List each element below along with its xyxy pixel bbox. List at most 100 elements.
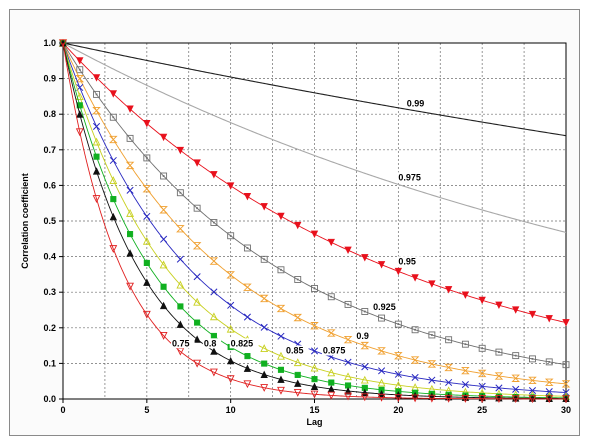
data-point (209, 312, 218, 321)
data-point (361, 363, 369, 371)
data-point (92, 74, 101, 82)
data-point (76, 66, 84, 74)
data-point (243, 193, 252, 201)
data-point (277, 366, 285, 373)
data-point-center (330, 295, 333, 298)
y-tick-label: 0.6 (43, 180, 56, 190)
data-point (394, 370, 402, 378)
data-point (394, 394, 403, 403)
data-point (76, 110, 84, 118)
data-point (293, 389, 302, 397)
curve-label-bg (284, 345, 309, 356)
data-point (277, 266, 285, 274)
data-point (343, 335, 353, 344)
data-point (478, 395, 487, 403)
data-point (311, 376, 318, 383)
data-point (378, 367, 386, 375)
series-0.875 (59, 39, 570, 397)
curve-label-bg (405, 98, 430, 109)
data-point (478, 296, 486, 305)
data-point (260, 370, 268, 379)
data-point (377, 261, 386, 269)
data-point (193, 273, 201, 281)
data-point (260, 344, 269, 353)
data-point (528, 310, 537, 319)
data-point (394, 320, 402, 328)
curve-label: 0.825 (231, 338, 254, 348)
data-point (126, 282, 134, 291)
data-point (562, 395, 570, 404)
curve-label: 0.8 (204, 338, 217, 348)
data-point-center (78, 68, 81, 71)
data-point-center (112, 116, 115, 119)
data-point (495, 301, 503, 310)
y-tick-label: 1.0 (43, 38, 56, 48)
data-point (160, 283, 167, 290)
data-point (277, 351, 285, 360)
data-point (126, 186, 134, 194)
data-point (327, 391, 336, 400)
data-point (243, 364, 252, 372)
curve-label: 0.875 (323, 345, 346, 355)
data-point (294, 221, 302, 230)
data-point-center (548, 360, 551, 363)
data-point (327, 293, 335, 301)
series-line (62, 42, 567, 233)
data-point (411, 326, 419, 334)
data-point (76, 102, 83, 109)
data-point (210, 288, 218, 296)
series-0.975 (62, 42, 567, 233)
data-point (361, 308, 369, 315)
data-point (311, 284, 318, 292)
data-point (361, 254, 369, 262)
data-point (243, 313, 251, 321)
curve-label: 0.925 (373, 302, 396, 312)
data-point (327, 368, 336, 377)
data-point (512, 385, 520, 393)
data-point (210, 171, 218, 179)
autocorrelation-chart: 0 5 10 15 20 25 300.00.10.20.30.40.50.60.70.80… (20, 38, 571, 427)
data-point (411, 274, 419, 282)
data-point (226, 182, 235, 190)
data-point (59, 39, 67, 48)
data-point (109, 176, 118, 185)
data-point (428, 331, 436, 339)
series-line (62, 42, 567, 137)
x-tick-label: 25 (477, 405, 487, 415)
data-point-center (296, 278, 299, 281)
data-point-center (246, 247, 249, 249)
data-point (344, 300, 352, 308)
data-point (194, 319, 201, 326)
data-point (344, 246, 352, 255)
data-point (260, 384, 269, 392)
data-point (477, 369, 487, 378)
data-point (226, 324, 235, 333)
data-point (75, 128, 84, 137)
data-point (445, 336, 453, 344)
x-tick-label: 5 (144, 405, 149, 415)
curve-label-bg (355, 331, 374, 342)
data-point (511, 374, 520, 382)
data-point (310, 230, 319, 238)
data-point (411, 394, 420, 403)
curve-label: 0.95 (398, 256, 416, 266)
curve-label-bg (397, 256, 421, 267)
data-point (562, 319, 570, 327)
curve-label-bg (170, 338, 195, 349)
data-point (411, 373, 419, 381)
data-point (562, 361, 570, 369)
data-point (445, 378, 453, 387)
data-point (92, 106, 101, 115)
data-point (461, 366, 470, 375)
data-point (109, 90, 117, 98)
data-point (360, 341, 370, 350)
data-point (293, 313, 303, 322)
data-point (378, 314, 386, 322)
data-point (125, 161, 135, 170)
data-point-center (565, 363, 567, 366)
data-point (93, 90, 100, 98)
data-point (427, 360, 437, 368)
y-tick-label: 0.3 (43, 287, 56, 297)
data-point (226, 375, 235, 384)
data-point (176, 320, 185, 328)
